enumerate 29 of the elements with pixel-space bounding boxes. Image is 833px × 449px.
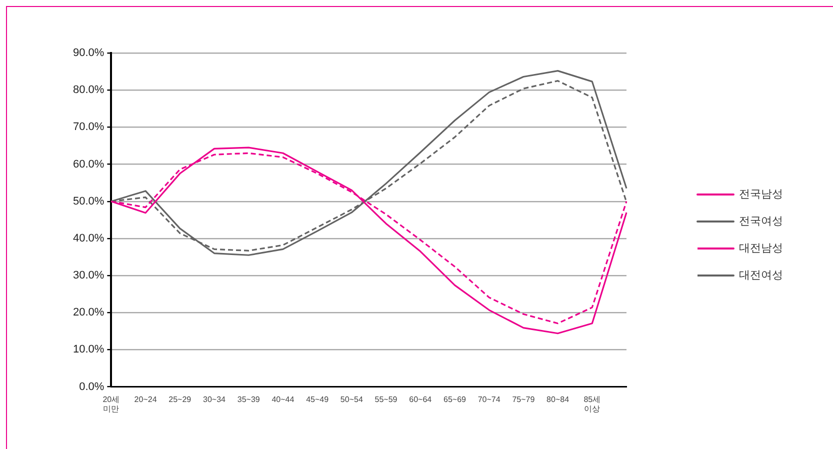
x-tick-label: 35~39 [237, 394, 260, 404]
x-tick-label: 25~29 [168, 394, 192, 404]
y-tick-label: 60.0% [72, 158, 104, 170]
y-tick-label: 40.0% [72, 232, 104, 244]
y-tick-label: 0.0% [79, 380, 104, 393]
y-tick-label: 50.0% [72, 195, 104, 208]
legend-label: 전국남성 [739, 188, 783, 201]
x-tick-label: 50~54 [340, 394, 364, 404]
x-tick-label: 80~84 [546, 394, 570, 404]
x-tick-label: 70~74 [478, 394, 501, 404]
x-tick-label: 40~44 [272, 394, 295, 404]
x-tick-label: 65~69 [443, 394, 467, 404]
y-tick-label: 70.0% [72, 121, 104, 134]
x-tick-label: 55~59 [374, 394, 398, 404]
x-tick-label: 30~34 [203, 394, 226, 404]
x-tick-label: 20세 미만 [102, 394, 120, 414]
y-tick-label: 30.0% [72, 270, 104, 282]
y-tick-label: 10.0% [72, 344, 104, 356]
x-tick-label: 75~79 [512, 394, 536, 404]
x-tick-label: 20~24 [134, 394, 158, 404]
x-tick-label: 60~64 [409, 394, 432, 404]
legend-label: 전국여성 [739, 216, 783, 228]
x-tick-label: 85세 이상 [584, 394, 601, 414]
y-tick-label: 20.0% [72, 306, 104, 319]
y-tick-label: 80.0% [72, 84, 104, 96]
x-tick-label: 45~49 [306, 394, 330, 404]
legend-label: 대전여성 [739, 270, 783, 282]
y-tick-label: 90.0% [72, 47, 104, 60]
legend-label: 대전남성 [739, 242, 783, 255]
